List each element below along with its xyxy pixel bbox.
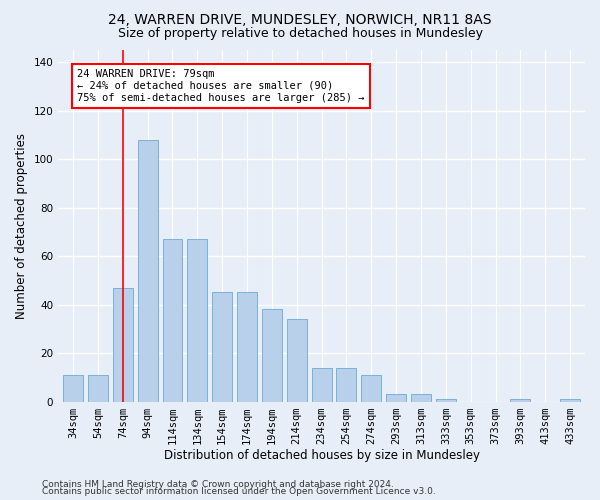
Bar (113, 288, 133, 402)
Text: Contains HM Land Registry data © Crown copyright and database right 2024.: Contains HM Land Registry data © Crown c… (42, 480, 394, 489)
Bar (337, 368, 356, 402)
Bar (212, 292, 232, 402)
Bar (88, 375, 108, 402)
Bar (311, 368, 332, 402)
Text: Size of property relative to detached houses in Mundesley: Size of property relative to detached ho… (118, 28, 482, 40)
Bar (361, 375, 381, 402)
Bar (511, 399, 530, 402)
Bar (163, 239, 182, 402)
Bar (560, 399, 580, 402)
Bar (63, 375, 83, 402)
Bar (436, 399, 456, 402)
Bar (386, 394, 406, 402)
Bar (137, 140, 158, 402)
Bar (411, 394, 431, 402)
Text: Contains public sector information licensed under the Open Government Licence v3: Contains public sector information licen… (42, 487, 436, 496)
Bar (237, 292, 257, 402)
Bar (262, 310, 282, 402)
Bar (187, 239, 207, 402)
Text: 24 WARREN DRIVE: 79sqm
← 24% of detached houses are smaller (90)
75% of semi-det: 24 WARREN DRIVE: 79sqm ← 24% of detached… (77, 70, 364, 102)
Y-axis label: Number of detached properties: Number of detached properties (15, 133, 28, 319)
Text: 24, WARREN DRIVE, MUNDESLEY, NORWICH, NR11 8AS: 24, WARREN DRIVE, MUNDESLEY, NORWICH, NR… (108, 12, 492, 26)
X-axis label: Distribution of detached houses by size in Mundesley: Distribution of detached houses by size … (164, 450, 479, 462)
Bar (287, 319, 307, 402)
